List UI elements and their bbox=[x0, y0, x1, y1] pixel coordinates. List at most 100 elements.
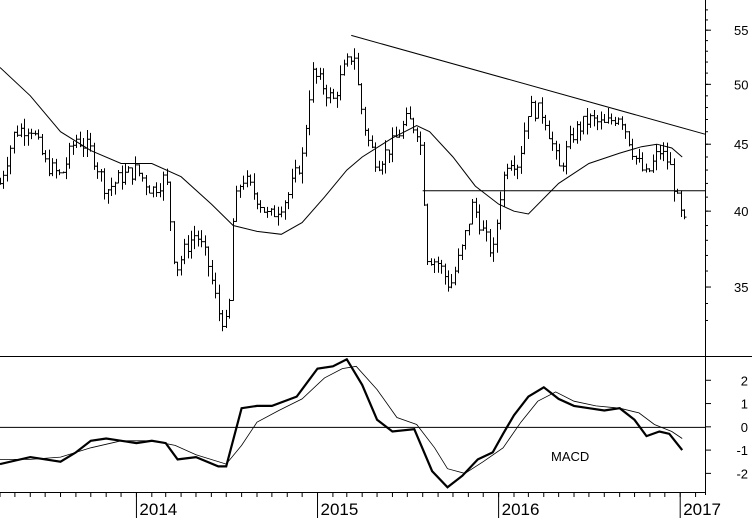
price-bar bbox=[550, 131, 555, 151]
price-bar bbox=[526, 115, 531, 140]
price-bar bbox=[331, 88, 336, 100]
price-bar bbox=[401, 120, 406, 139]
price-bar bbox=[196, 230, 201, 247]
price-bar bbox=[314, 67, 319, 84]
price-bar bbox=[206, 246, 211, 277]
price-bar bbox=[144, 174, 149, 196]
price-bar bbox=[581, 115, 586, 135]
price-bar bbox=[88, 132, 93, 152]
price-bar bbox=[192, 225, 197, 250]
price-bar bbox=[258, 200, 263, 213]
price-bar bbox=[182, 238, 187, 265]
price-bar bbox=[109, 177, 114, 196]
price-bar bbox=[57, 169, 62, 176]
price-bar bbox=[342, 59, 347, 76]
price-bar bbox=[252, 173, 257, 200]
price-bar bbox=[418, 131, 423, 155]
price-bar bbox=[644, 163, 649, 173]
price-bar bbox=[377, 160, 382, 172]
price-bar bbox=[380, 161, 385, 175]
price-bar bbox=[102, 168, 107, 200]
price-bar bbox=[529, 95, 534, 117]
price-bar bbox=[161, 171, 166, 201]
price-bar bbox=[627, 131, 632, 147]
price-bar bbox=[637, 148, 642, 163]
price-bar bbox=[502, 171, 507, 207]
price-bar bbox=[50, 158, 55, 177]
price-bar bbox=[456, 248, 461, 274]
macd-label: MACD bbox=[551, 449, 589, 464]
price-bar bbox=[36, 129, 41, 140]
price-bar bbox=[213, 272, 218, 299]
price-bar bbox=[154, 182, 159, 197]
price-bar bbox=[602, 113, 607, 123]
price-bar bbox=[123, 163, 128, 185]
price-bar bbox=[453, 266, 458, 286]
price-bar bbox=[189, 230, 194, 259]
price-bar bbox=[356, 52, 361, 86]
price-bar bbox=[283, 200, 288, 220]
price-bar bbox=[543, 114, 548, 131]
price-bar bbox=[349, 56, 354, 65]
price-bar bbox=[467, 223, 472, 236]
price-bar bbox=[81, 137, 86, 158]
price-bar bbox=[307, 90, 312, 136]
price-bar bbox=[116, 169, 121, 184]
macd-tick-label: -1 bbox=[736, 443, 748, 458]
price-bar bbox=[512, 155, 517, 176]
price-bar bbox=[484, 220, 489, 242]
price-bar bbox=[498, 191, 503, 230]
price-bar bbox=[383, 140, 388, 174]
macd-tick-label: -2 bbox=[736, 466, 748, 481]
price-bar bbox=[147, 185, 152, 194]
price-bar bbox=[217, 284, 222, 322]
price-bar bbox=[151, 186, 156, 198]
price-bar bbox=[568, 125, 573, 150]
price-bar bbox=[71, 140, 76, 155]
price-bar bbox=[408, 106, 413, 120]
price-bar bbox=[672, 158, 677, 202]
price-bar bbox=[276, 206, 281, 226]
price-bar bbox=[64, 157, 69, 180]
price-bar bbox=[328, 87, 333, 104]
price-bar bbox=[647, 168, 652, 173]
price-bar bbox=[668, 152, 673, 166]
price-bar bbox=[658, 144, 663, 160]
price-bar bbox=[321, 68, 326, 95]
price-bar bbox=[137, 164, 142, 177]
price-bar bbox=[425, 203, 430, 265]
price-bar bbox=[265, 206, 270, 218]
price-bar bbox=[54, 158, 59, 179]
price-panel: 35 40 45 50 55 bbox=[0, 9, 748, 332]
price-bar bbox=[519, 146, 524, 174]
price-bars bbox=[0, 48, 687, 332]
price-bar bbox=[505, 163, 510, 180]
price-bar bbox=[234, 185, 239, 222]
price-bar bbox=[470, 199, 475, 225]
macd-tick-label: 2 bbox=[741, 373, 748, 388]
price-bar bbox=[620, 116, 625, 130]
price-bar bbox=[293, 159, 298, 183]
price-bar bbox=[436, 256, 441, 273]
x-axis: 2014 2015 2016 2017 bbox=[0, 492, 721, 518]
price-bar bbox=[255, 192, 260, 210]
price-bar bbox=[373, 142, 378, 172]
price-bar bbox=[113, 181, 118, 195]
price-bar bbox=[366, 128, 371, 147]
macd-line bbox=[0, 357, 684, 489]
price-tick-label: 40 bbox=[734, 204, 748, 219]
macd-tick-label: 1 bbox=[741, 397, 748, 412]
price-bar bbox=[338, 65, 343, 101]
x-tick-label: 2017 bbox=[683, 500, 721, 518]
price-bar bbox=[245, 170, 250, 188]
price-bar bbox=[370, 135, 375, 149]
price-bar bbox=[599, 111, 604, 130]
price-bar bbox=[387, 149, 392, 163]
price-bar bbox=[47, 149, 52, 177]
price-bar bbox=[613, 116, 618, 126]
price-bar bbox=[85, 129, 90, 158]
price-bar bbox=[227, 298, 232, 319]
price-bar bbox=[43, 150, 48, 163]
x-tick-label: 2014 bbox=[139, 500, 177, 518]
price-bar bbox=[19, 123, 24, 138]
